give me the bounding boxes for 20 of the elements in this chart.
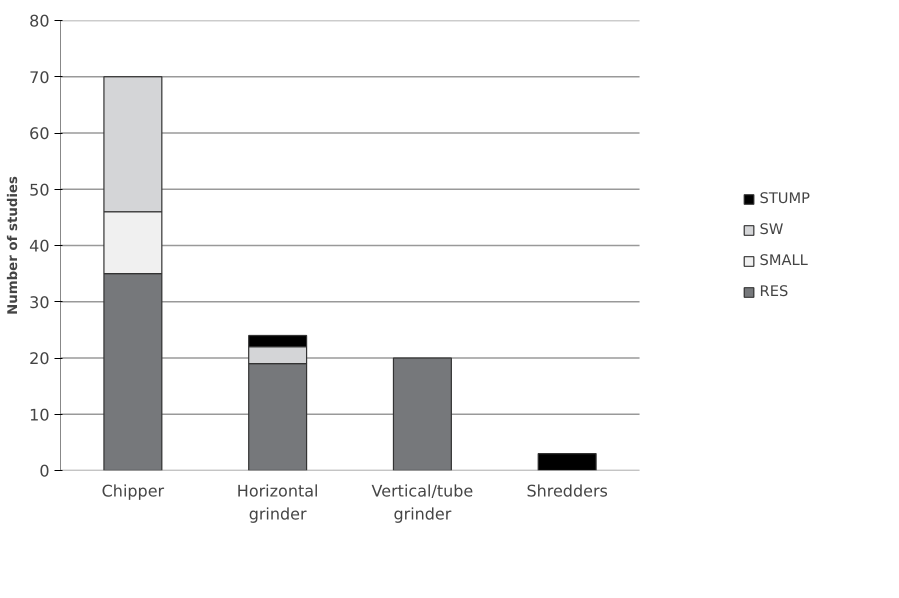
legend-label: STUMP [760, 190, 810, 207]
y-tick-label: 80 [29, 12, 50, 30]
y-tick-label: 20 [29, 349, 50, 368]
y-tick-label: 50 [29, 180, 50, 200]
y-tick-label: 40 [29, 236, 50, 256]
x-tick-label: Vertical/tube grinder [372, 482, 474, 524]
y-tick-label: 30 [29, 292, 50, 312]
y-tick-label: 10 [29, 405, 50, 424]
x-tick-label: Chipper [102, 482, 165, 500]
y-axis-title: Number of studies [6, 176, 22, 315]
y-tick-label: 0 [39, 462, 50, 480]
legend-label: RES [760, 283, 788, 300]
y-tick-label: 70 [29, 68, 50, 87]
x-tick-label: Shredders [526, 482, 608, 500]
bar [392, 357, 452, 470]
legend-label: SW [760, 221, 784, 238]
y-tick-label: 60 [29, 124, 50, 143]
bar [538, 453, 597, 470]
x-tick-label: Horizontal grinder [236, 482, 318, 524]
legend-label: SMALL [760, 252, 808, 269]
